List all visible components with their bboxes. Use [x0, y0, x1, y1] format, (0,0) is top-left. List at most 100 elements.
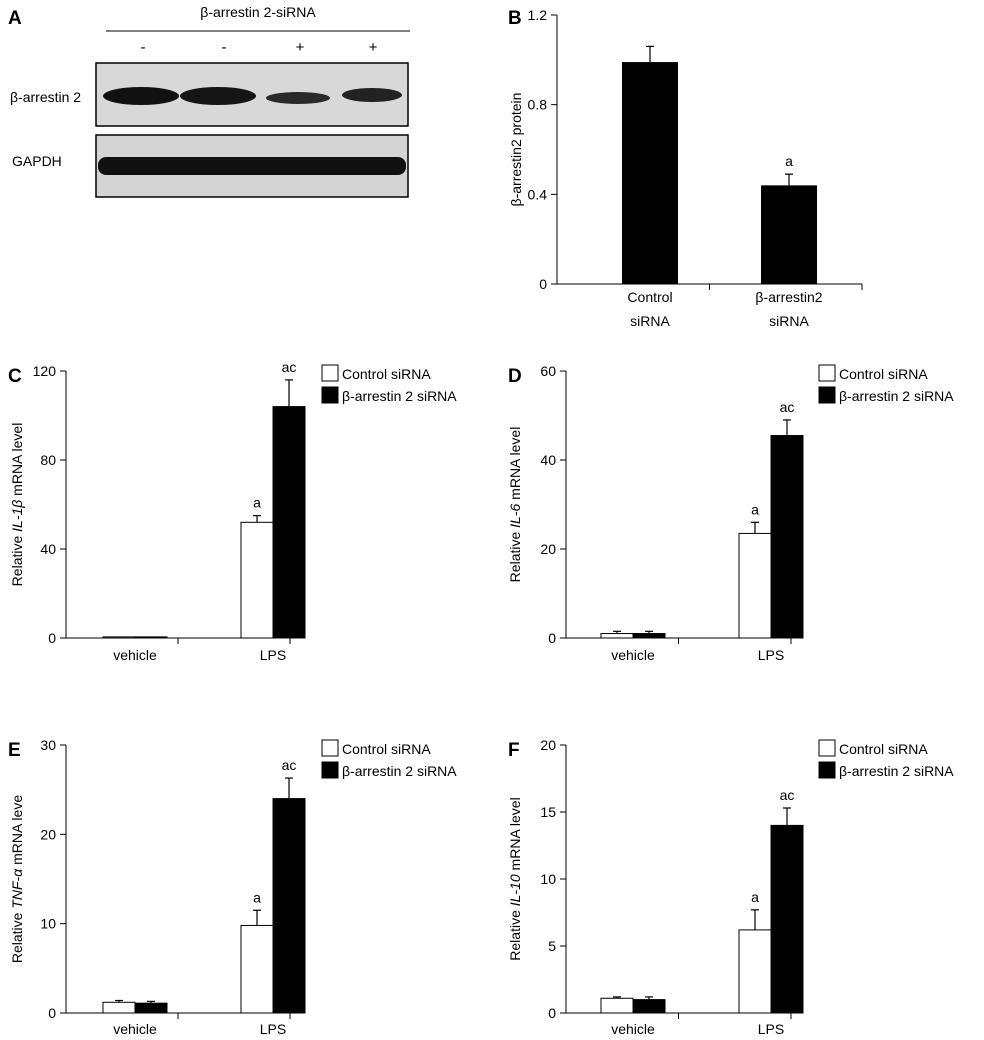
y-tick-label: 60 — [540, 363, 556, 379]
y-tick-label: 1.2 — [528, 7, 548, 23]
band-arrestin-lane-4 — [342, 88, 402, 102]
bar — [102, 1001, 136, 1014]
blot-panel: β-arrestin 2-siRNA - - + + β-arrestin 2 … — [10, 4, 410, 198]
significance-label: a — [751, 889, 759, 905]
y-tick-label: 30 — [40, 737, 56, 753]
y-tick-label: 0 — [48, 1005, 56, 1021]
bar — [102, 636, 136, 639]
x-tick-label: LPS — [758, 1021, 784, 1037]
chart-panel-C: 0 40 80 120 Relative IL-1β mRNA level vehicle… — [9, 359, 457, 663]
significance-label: a — [751, 501, 759, 517]
x-tick-label: vehicle — [611, 647, 655, 663]
chart-panel-E: 0 10 20 30 Relative TNF-α mRNA leve vehicle a a… — [9, 737, 457, 1037]
x-tick-label: LPS — [758, 647, 784, 663]
legend-swatch — [321, 739, 339, 757]
legend-swatch — [818, 386, 836, 404]
bar — [240, 924, 274, 1014]
x-tick-label: vehicle — [113, 647, 157, 663]
panel-label-B: B — [508, 8, 522, 29]
lane-sign-4: + — [369, 39, 378, 56]
lane-sign-2: - — [222, 39, 227, 56]
legend-label: β-arrestin 2 siRNA — [839, 388, 954, 404]
y-tick-label: 20 — [540, 541, 556, 557]
y-tick-label: 0 — [539, 276, 547, 292]
bar — [622, 62, 678, 285]
bar — [632, 999, 666, 1014]
lane-sign-1: - — [141, 39, 146, 56]
legend-label: Control siRNA — [839, 741, 928, 757]
x-tick-label: vehicle — [611, 1021, 655, 1037]
legend-label: Control siRNA — [342, 366, 431, 382]
y-tick-label: 40 — [540, 452, 556, 468]
y-tick-label: 40 — [40, 541, 56, 557]
band-arrestin-lane-3 — [266, 92, 330, 104]
x-tick-label: β-arrestin2 — [755, 289, 822, 305]
y-axis-label: Relative IL-1β mRNA level — [9, 423, 25, 587]
bar — [600, 997, 634, 1014]
y-tick-label: 10 — [40, 916, 56, 932]
bar — [738, 929, 772, 1014]
panel-label-D: D — [508, 366, 522, 387]
legend-swatch — [321, 386, 339, 404]
legend-swatch — [818, 761, 836, 779]
x-tick-label: siRNA — [769, 313, 809, 329]
y-axis-label: Relative IL-6 mRNA level — [507, 427, 523, 583]
panel-label-E: E — [8, 740, 21, 761]
bar — [738, 532, 772, 639]
y-axis-label: β-arrestin2 protein — [508, 93, 524, 207]
legend-swatch — [321, 364, 339, 382]
legend-swatch — [818, 739, 836, 757]
chart-panel-B: 0 0.4 0.8 1.2 β-arrestin2 protein Control siRN… — [508, 7, 863, 329]
panel-label-C: C — [8, 366, 22, 387]
lane-sign-3: + — [296, 39, 305, 56]
y-tick-label: 20 — [40, 826, 56, 842]
bar — [272, 798, 306, 1014]
chart-panel-D: 0 20 40 60 Relative IL-6 mRNA level vehicle a a… — [507, 363, 954, 663]
bar — [770, 435, 804, 639]
blot-row-label-arrestin: β-arrestin 2 — [10, 89, 81, 105]
bar — [770, 824, 804, 1014]
legend-label: β-arrestin 2 siRNA — [342, 388, 457, 404]
bar — [240, 521, 274, 639]
y-tick-label: 0.4 — [528, 186, 548, 202]
blot-row-label-gapdh: GAPDH — [12, 153, 62, 169]
y-axis-label: Relative IL-10 mRNA level — [507, 797, 523, 960]
y-tick-label: 120 — [33, 363, 57, 379]
legend-label: Control siRNA — [839, 366, 928, 382]
bar — [600, 633, 634, 639]
legend-swatch — [321, 761, 339, 779]
bar — [272, 406, 306, 639]
band-gapdh — [98, 157, 406, 175]
x-tick-label: LPS — [260, 1021, 286, 1037]
legend-label: β-arrestin 2 siRNA — [342, 763, 457, 779]
chart-panel-F: 0 5 10 15 20 Relative IL-10 mRNA level vehicle… — [507, 737, 954, 1037]
x-tick-label: vehicle — [113, 1021, 157, 1037]
band-arrestin-lane-2 — [180, 87, 256, 105]
y-tick-label: 0 — [548, 1005, 556, 1021]
band-arrestin-lane-1 — [103, 87, 179, 105]
y-tick-label: 0 — [48, 630, 56, 646]
y-tick-label: 5 — [548, 938, 556, 954]
y-axis-label: Relative TNF-α mRNA leve — [9, 795, 25, 963]
significance-label: ac — [780, 787, 795, 803]
bar — [761, 185, 817, 284]
significance-label: ac — [780, 399, 795, 415]
significance-label: ac — [282, 359, 297, 375]
significance-label: a — [253, 889, 261, 905]
legend-label: Control siRNA — [342, 741, 431, 757]
bar — [632, 633, 666, 639]
significance-label: a — [253, 495, 261, 511]
y-tick-label: 0 — [548, 630, 556, 646]
y-tick-label: 10 — [540, 871, 556, 887]
bar — [134, 636, 168, 639]
y-tick-label: 80 — [40, 452, 56, 468]
x-tick-label: siRNA — [630, 313, 670, 329]
panel-label-A: A — [8, 8, 22, 29]
y-tick-label: 20 — [540, 737, 556, 753]
y-tick-label: 15 — [540, 804, 556, 820]
significance-label: ac — [282, 757, 297, 773]
legend-swatch — [818, 364, 836, 382]
significance-label: a — [785, 153, 793, 169]
panel-label-F: F — [508, 740, 520, 761]
